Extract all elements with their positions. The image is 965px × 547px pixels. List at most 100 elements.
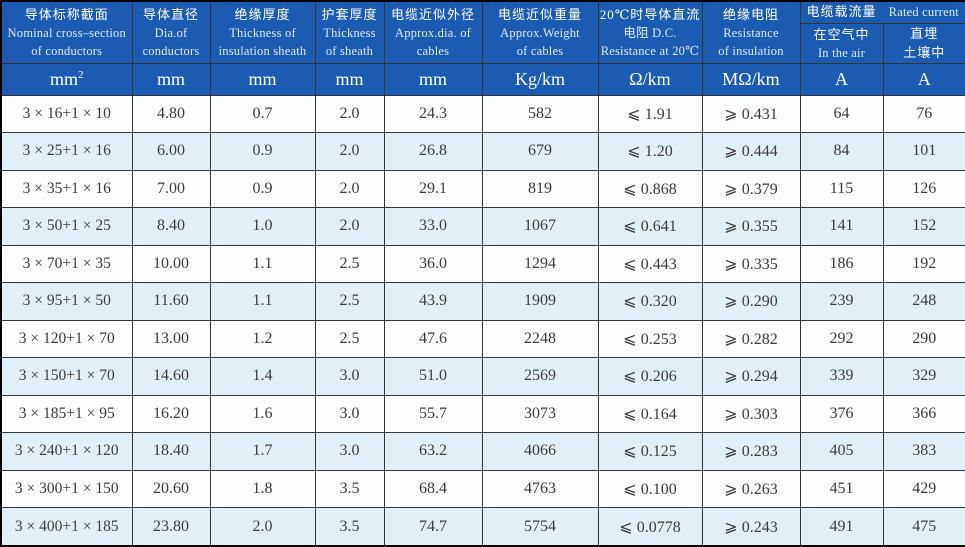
- table-cell: 2248: [481, 319, 599, 358]
- table-cell: 2.0: [314, 132, 385, 171]
- table-cell: 16.20: [131, 394, 211, 433]
- header-label-en: Rated current: [888, 5, 959, 20]
- col-header-approx-weight: 电缆近似重量 Approx.Weight of cables: [481, 0, 599, 64]
- table-cell: 2.0: [209, 507, 316, 547]
- header-label-en: Dia.of: [154, 25, 188, 40]
- table-cell: 376: [799, 394, 884, 433]
- table-cell: 1.1: [209, 244, 316, 283]
- table-cell: 0.7: [209, 94, 316, 133]
- table-cell: 29.1: [383, 169, 483, 208]
- header-label-en: Resistance at 20℃: [600, 43, 700, 58]
- table-cell: 3 × 95+1 × 50: [0, 282, 133, 321]
- unit-cell-mm: mm: [131, 62, 211, 96]
- header-label-zh: 直埋: [910, 26, 939, 41]
- table-cell: 1.8: [209, 469, 316, 508]
- col-header-approx-diameter: 电缆近似外径 Approx.dia. of cables: [383, 0, 483, 64]
- header-label-en: 电阻 D.C.: [623, 25, 677, 40]
- table-cell: 0.9: [209, 132, 316, 171]
- table-cell: 11.60: [131, 282, 211, 321]
- table-cell: 68.4: [383, 469, 483, 508]
- table-row: 3 × 95+1 × 50 11.60 1.1 2.5 43.9 1909 ⩽ 0.320 ⩾…: [0, 282, 965, 321]
- table-cell: ⩾ 0.294: [701, 357, 801, 396]
- table-cell: 3 × 240+1 × 120: [0, 432, 133, 471]
- table-cell: 1294: [481, 244, 599, 283]
- table-cell: 4.80: [131, 94, 211, 133]
- col-header-buried-in-soil: 直埋 土壤中: [882, 22, 965, 64]
- table-cell: 63.2: [383, 432, 483, 471]
- table-cell: 115: [799, 169, 884, 208]
- table-row: 3 × 70+1 × 35 10.00 1.1 2.5 36.0 1294 ⩽ 0.443 ⩾…: [0, 244, 965, 283]
- table-body: 3 × 16+1 × 10 4.80 0.7 2.0 24.3 582 ⩽ 1.91 ⩾ 0.…: [0, 94, 965, 547]
- table-cell: 4066: [481, 432, 599, 471]
- header-label-zh: 电缆载流量: [806, 4, 877, 20]
- table-cell: 2.5: [314, 282, 385, 321]
- table-cell: 1.0: [209, 207, 316, 246]
- table-cell: 33.0: [383, 207, 483, 246]
- header-label-zh: 土壤中: [903, 45, 946, 60]
- table-cell: ⩽ 0.320: [597, 282, 703, 321]
- table-cell: 451: [799, 469, 884, 508]
- header-label-en: of insulation: [718, 43, 784, 58]
- table-cell: 152: [882, 207, 965, 246]
- table-cell: 582: [481, 94, 599, 133]
- table-cell: 47.6: [383, 319, 483, 358]
- table-cell: ⩾ 0.335: [701, 244, 801, 283]
- table-cell: 10.00: [131, 244, 211, 283]
- table-cell: 3.5: [314, 469, 385, 508]
- header-label-zh: 绝缘厚度: [234, 6, 291, 22]
- table-cell: 126: [882, 169, 965, 208]
- table-cell: 329: [882, 357, 965, 396]
- header-label-en: Thickness: [323, 25, 376, 40]
- table-cell: 366: [882, 394, 965, 433]
- table-cell: 3 × 300+1 × 150: [0, 469, 133, 508]
- table-cell: 3.0: [314, 432, 385, 471]
- table-cell: 74.7: [383, 507, 483, 547]
- table-cell: 3 × 50+1 × 25: [0, 207, 133, 246]
- header-label-zh: 护套厚度: [321, 6, 378, 22]
- table-cell: 339: [799, 357, 884, 396]
- table-cell: 192: [882, 244, 965, 283]
- col-header-nominal-cross-section: 导体标称截面 Nominal cross–section of conducto…: [0, 0, 133, 64]
- header-label-en: of cables: [516, 43, 564, 58]
- table-cell: 7.00: [131, 169, 211, 208]
- header-label-en: Nominal cross–section: [7, 25, 126, 40]
- header-label-zh: 20℃时导体直流: [599, 6, 701, 22]
- table-cell: ⩾ 0.282: [701, 319, 801, 358]
- table-cell: 6.00: [131, 132, 211, 171]
- table-cell: ⩽ 0.206: [597, 357, 703, 396]
- table-cell: 4763: [481, 469, 599, 508]
- table-cell: 3 × 16+1 × 10: [0, 94, 133, 133]
- unit-cell-ampere: A: [799, 62, 884, 96]
- table-cell: 55.7: [383, 394, 483, 433]
- col-group-header-rated-current: 电缆载流量 Rated current: [799, 0, 965, 24]
- unit-cell-mm: mm: [383, 62, 483, 96]
- table-cell: 3 × 35+1 × 16: [0, 169, 133, 208]
- table-cell: 819: [481, 169, 599, 208]
- table-cell: 51.0: [383, 357, 483, 396]
- table-cell: 3073: [481, 394, 599, 433]
- table-cell: ⩽ 1.91: [597, 94, 703, 133]
- unit-cell-kg-km: Kg/km: [481, 62, 599, 96]
- table-cell: ⩾ 0.290: [701, 282, 801, 321]
- col-header-sheath-thickness: 护套厚度 Thickness of sheath: [314, 0, 385, 64]
- table-cell: 1.7: [209, 432, 316, 471]
- header-label-en: conductors: [142, 43, 200, 58]
- table-cell: 3 × 70+1 × 35: [0, 244, 133, 283]
- table-cell: 1067: [481, 207, 599, 246]
- table-cell: 2.0: [314, 94, 385, 133]
- table-row: 3 × 25+1 × 16 6.00 0.9 2.0 26.8 679 ⩽ 1.20 ⩾ 0.…: [0, 132, 965, 171]
- table-cell: 2.5: [314, 244, 385, 283]
- table-cell: ⩾ 0.303: [701, 394, 801, 433]
- col-header-insulation-resistance: 绝缘电阻 Resistance of insulation: [701, 0, 801, 64]
- header-label-en: In the air: [817, 45, 866, 60]
- table-cell: 405: [799, 432, 884, 471]
- table-cell: 239: [799, 282, 884, 321]
- table-row: 3 × 50+1 × 25 8.40 1.0 2.0 33.0 1067 ⩽ 0.641 ⩾ …: [0, 207, 965, 246]
- table-row: 3 × 35+1 × 16 7.00 0.9 2.0 29.1 819 ⩽ 0.868 ⩾ 0…: [0, 169, 965, 208]
- unit-cell-mm2: mm2: [0, 62, 133, 96]
- table-cell: 23.80: [131, 507, 211, 547]
- table-cell: ⩾ 0.444: [701, 132, 801, 171]
- table-cell: 3 × 400+1 × 185: [0, 507, 133, 547]
- table-cell: 101: [882, 132, 965, 171]
